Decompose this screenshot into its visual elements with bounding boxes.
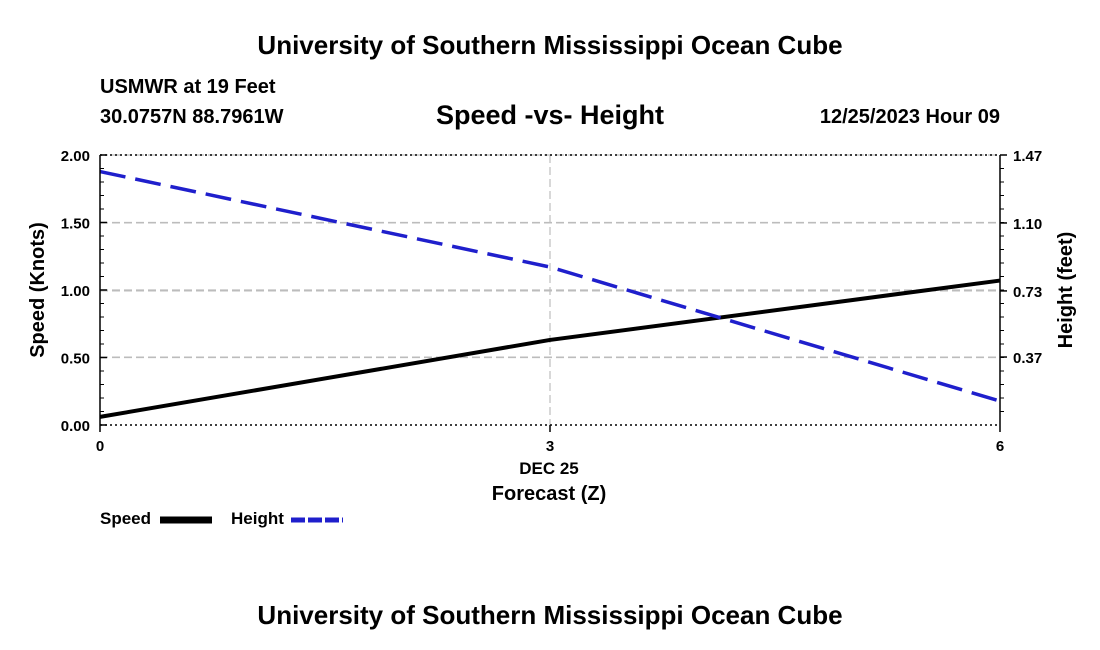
y-right-tick-label-1: 0.73 [1013, 284, 1042, 301]
legend-height-label: Height [231, 509, 284, 528]
footer-title: University of Southern Mississippi Ocean… [257, 600, 843, 630]
forecast-datetime: 12/25/2023 Hour 09 [819, 106, 1000, 128]
chart-title: University of Southern Mississippi Ocean… [257, 30, 843, 60]
station-coordinates: 30.0757N 88.7961W [100, 106, 284, 128]
series-line-height [99, 169, 1001, 403]
x-tick-label-0: 0 [96, 438, 104, 455]
y-right-tick-label-0: 0.37 [1013, 350, 1042, 367]
y-left-tick-label-2: 1.00 [61, 283, 90, 300]
series-line-speed [99, 278, 1001, 419]
y-left-tick-label-3: 1.50 [61, 216, 90, 233]
x-axis-date-label: DEC 25 [519, 459, 579, 478]
x-tick-label-2: 6 [996, 438, 1004, 455]
y-left-tick-label-0: 0.00 [61, 418, 90, 435]
station-label: USMWR at 19 Feet [100, 76, 276, 98]
y-right-tick-label-3: 1.47 [1013, 148, 1042, 165]
grid-lines [100, 154, 1000, 425]
y-axis-right-label: Height (feet) [1055, 232, 1077, 349]
y-left-tick-label-1: 0.50 [61, 351, 90, 368]
y-left-tick-label-4: 2.00 [61, 148, 90, 165]
x-tick-label-1: 3 [546, 438, 554, 455]
chart-subtitle: Speed -vs- Height [435, 100, 665, 130]
y-right-tick-label-2: 1.10 [1013, 216, 1042, 233]
x-axis-label: Forecast (Z) [492, 483, 606, 505]
legend-speed-label: Speed [100, 509, 152, 528]
y-axis-left-label: Speed (Knots) [27, 222, 49, 358]
